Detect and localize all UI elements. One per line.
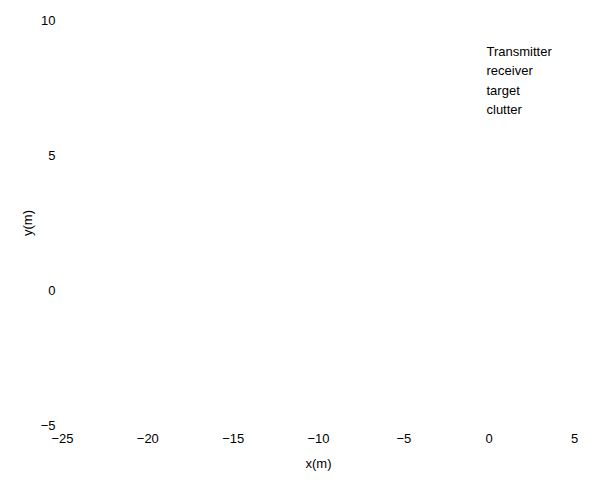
svg-text:−25: −25 xyxy=(51,431,73,446)
svg-text:5: 5 xyxy=(571,431,578,446)
svg-text:0: 0 xyxy=(48,283,55,298)
svg-text:x(m): x(m) xyxy=(306,456,332,471)
svg-text:−10: −10 xyxy=(307,431,329,446)
svg-text:0: 0 xyxy=(486,431,493,446)
svg-text:5: 5 xyxy=(48,148,55,163)
svg-text:−20: −20 xyxy=(137,431,159,446)
svg-text:−15: −15 xyxy=(222,431,244,446)
svg-text:−5: −5 xyxy=(40,417,56,433)
svg-text:10: 10 xyxy=(41,13,55,28)
svg-text:clutter: clutter xyxy=(487,102,523,117)
svg-text:y(m): y(m) xyxy=(20,210,35,236)
svg-text:−5: −5 xyxy=(396,431,411,446)
svg-text:receiver: receiver xyxy=(487,63,534,78)
svg-text:target: target xyxy=(487,83,521,98)
svg-text:Transmitter: Transmitter xyxy=(487,44,553,59)
